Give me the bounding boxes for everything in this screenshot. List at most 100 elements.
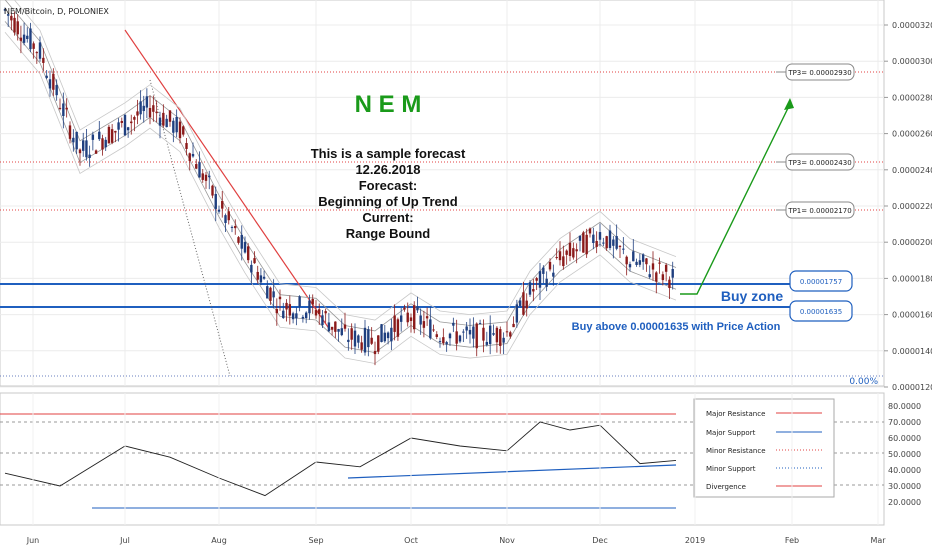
candle-body bbox=[227, 211, 230, 221]
forecast-line: Range Bound bbox=[346, 226, 431, 241]
legend-label: Divergence bbox=[706, 483, 746, 491]
candle-body bbox=[532, 289, 535, 292]
candle-body bbox=[485, 341, 489, 345]
candle-body bbox=[272, 291, 275, 298]
candle-body bbox=[442, 337, 445, 344]
candle-body bbox=[478, 323, 482, 325]
candle-body bbox=[10, 15, 13, 21]
candle-body bbox=[562, 256, 565, 267]
candle-body bbox=[416, 306, 419, 311]
osc-tick-label: 60.0000 bbox=[888, 434, 921, 443]
candle-body bbox=[32, 43, 35, 49]
price-tick-label: 0.00002200 bbox=[892, 202, 932, 211]
candle-body bbox=[602, 242, 605, 244]
candle-body bbox=[62, 103, 65, 117]
candle-body bbox=[448, 333, 452, 339]
candle-body bbox=[85, 140, 88, 158]
price-tick-label: 0.00002000 bbox=[892, 238, 932, 247]
candle-body bbox=[182, 126, 185, 135]
legend-label: Major Support bbox=[706, 429, 756, 437]
candle-body bbox=[142, 105, 145, 112]
tp1-label: TP1= 0.00002170 bbox=[787, 207, 851, 215]
forecast-line: 12.26.2018 bbox=[355, 162, 420, 177]
osc-tick-label: 20.0000 bbox=[888, 498, 921, 507]
candle-body bbox=[204, 174, 208, 181]
time-tick-label: Sep bbox=[308, 536, 323, 545]
price-tick-label: 0.00003200 bbox=[892, 21, 932, 30]
candle-body bbox=[256, 271, 259, 280]
candle-body bbox=[22, 34, 26, 43]
candle-body bbox=[343, 324, 347, 329]
candle-body bbox=[139, 101, 142, 115]
candle-body bbox=[94, 150, 98, 154]
candle-body bbox=[291, 313, 295, 320]
candle-body bbox=[237, 237, 240, 243]
candle-body bbox=[175, 117, 178, 133]
candle-body bbox=[522, 292, 525, 315]
candle-body bbox=[475, 323, 478, 349]
candle-body bbox=[191, 153, 195, 157]
candle-body bbox=[525, 300, 528, 309]
candle-body bbox=[246, 246, 250, 261]
symbol-header: NEM/Bitcoin, D, POLONIEX bbox=[4, 7, 109, 16]
candle-body bbox=[259, 275, 263, 283]
candle-body bbox=[133, 117, 136, 120]
candle-body bbox=[136, 111, 139, 116]
osc-tick-label: 30.0000 bbox=[888, 482, 921, 491]
candle-body bbox=[327, 322, 331, 332]
candle-body bbox=[353, 330, 357, 347]
candle-body bbox=[538, 271, 542, 288]
candle-body bbox=[638, 260, 642, 265]
candle-body bbox=[605, 236, 608, 249]
forecast-arrow-head bbox=[784, 98, 794, 110]
candle-body bbox=[224, 215, 227, 223]
candle-body bbox=[555, 257, 558, 259]
time-tick-label: Dec bbox=[592, 536, 607, 545]
candle-body bbox=[126, 127, 130, 131]
osc-tick-label: 70.0000 bbox=[888, 418, 921, 427]
candle-body bbox=[612, 239, 615, 246]
candle-body bbox=[275, 309, 279, 314]
candle-body bbox=[145, 96, 149, 108]
candle-body bbox=[419, 315, 422, 325]
candle-body bbox=[618, 245, 622, 247]
candle-body bbox=[432, 329, 435, 331]
candle-body bbox=[403, 307, 406, 310]
candle-body bbox=[178, 121, 182, 139]
diagonal-dotted-line bbox=[149, 79, 231, 377]
candle-body bbox=[628, 264, 632, 268]
candle-body bbox=[301, 316, 305, 319]
candle-body bbox=[42, 57, 45, 63]
tp3-label: TP3= 0.00002930 bbox=[787, 69, 851, 77]
candle-body bbox=[162, 112, 165, 126]
candle-body bbox=[482, 327, 485, 341]
candle-body bbox=[288, 304, 292, 316]
tp2-label: TP3= 0.00002430 bbox=[787, 159, 851, 167]
candle-body bbox=[285, 302, 288, 310]
candle-body bbox=[512, 323, 515, 328]
candle-body bbox=[592, 234, 595, 244]
candle-body bbox=[65, 107, 68, 110]
candle-body bbox=[340, 328, 343, 336]
oscillator-path bbox=[4, 421, 677, 497]
candle-body bbox=[465, 326, 468, 331]
time-tick-label: Oct bbox=[404, 536, 418, 545]
price-tick-label: 0.00001400 bbox=[892, 347, 932, 356]
candle-body bbox=[409, 317, 413, 321]
candle-body bbox=[58, 107, 62, 109]
candle-body bbox=[314, 310, 318, 316]
candle-body bbox=[250, 264, 253, 273]
tp3-box: TP3= 0.00002930 bbox=[776, 63, 855, 81]
candle-body bbox=[6, 14, 10, 16]
time-tick-label: Jul bbox=[119, 536, 130, 545]
candle-body bbox=[462, 331, 465, 333]
candle-body bbox=[425, 316, 429, 319]
candle-body bbox=[518, 300, 522, 306]
candle-body bbox=[413, 305, 416, 330]
candle-body bbox=[114, 130, 117, 133]
candle-body bbox=[72, 137, 75, 143]
candle-body bbox=[88, 154, 91, 158]
candle-body bbox=[208, 175, 211, 178]
candle-body bbox=[668, 279, 671, 289]
